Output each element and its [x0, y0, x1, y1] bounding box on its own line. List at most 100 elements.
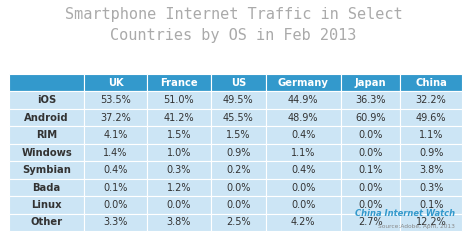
Text: Android: Android	[24, 112, 69, 123]
Bar	[9, 214, 84, 231]
Bar	[211, 214, 266, 231]
Bar	[84, 179, 147, 196]
Bar	[147, 91, 211, 109]
Text: 0.4%: 0.4%	[291, 165, 316, 175]
Text: 0.9%: 0.9%	[226, 148, 250, 157]
Bar	[84, 144, 147, 161]
Bar	[9, 74, 84, 91]
Text: 51.0%: 51.0%	[163, 95, 194, 105]
Bar	[266, 91, 340, 109]
Bar	[266, 214, 340, 231]
Text: Japan: Japan	[354, 77, 386, 88]
Bar	[84, 109, 147, 126]
Text: 1.5%: 1.5%	[167, 130, 191, 140]
Text: 41.2%: 41.2%	[163, 112, 194, 123]
Text: 0.0%: 0.0%	[103, 200, 128, 210]
Text: 48.9%: 48.9%	[288, 112, 318, 123]
Bar	[266, 109, 340, 126]
Bar	[147, 214, 211, 231]
Bar	[147, 109, 211, 126]
Bar	[84, 196, 147, 214]
Text: 45.5%: 45.5%	[223, 112, 254, 123]
Bar	[147, 126, 211, 144]
Text: France: France	[160, 77, 198, 88]
Text: 0.0%: 0.0%	[358, 183, 382, 193]
Bar	[400, 126, 462, 144]
Bar	[340, 109, 400, 126]
Bar	[340, 179, 400, 196]
Bar	[211, 161, 266, 179]
Bar	[84, 74, 147, 91]
Text: RIM: RIM	[36, 130, 57, 140]
Bar	[266, 179, 340, 196]
Text: 2.7%: 2.7%	[358, 217, 382, 228]
Text: 1.2%: 1.2%	[167, 183, 191, 193]
Text: iOS: iOS	[37, 95, 56, 105]
Text: 1.1%: 1.1%	[291, 148, 316, 157]
Text: Symbian: Symbian	[22, 165, 71, 175]
Bar	[9, 196, 84, 214]
Text: Windows: Windows	[21, 148, 72, 157]
Bar	[211, 144, 266, 161]
Bar	[147, 74, 211, 91]
Text: 37.2%: 37.2%	[100, 112, 131, 123]
Text: 60.9%: 60.9%	[355, 112, 385, 123]
Bar	[340, 196, 400, 214]
Text: 0.0%: 0.0%	[358, 148, 382, 157]
Text: 0.1%: 0.1%	[419, 200, 443, 210]
Text: 2.5%: 2.5%	[226, 217, 251, 228]
Text: 0.0%: 0.0%	[358, 130, 382, 140]
Text: Germany: Germany	[278, 77, 329, 88]
Bar	[84, 214, 147, 231]
Text: 53.5%: 53.5%	[100, 95, 131, 105]
Text: 4.1%: 4.1%	[103, 130, 128, 140]
Bar	[400, 144, 462, 161]
Bar	[211, 179, 266, 196]
Bar	[147, 144, 211, 161]
Bar	[400, 74, 462, 91]
Bar	[266, 144, 340, 161]
Text: 1.5%: 1.5%	[226, 130, 251, 140]
Text: 0.4%: 0.4%	[103, 165, 128, 175]
Text: 0.9%: 0.9%	[419, 148, 443, 157]
Text: 0.3%: 0.3%	[419, 183, 443, 193]
Text: Bada: Bada	[33, 183, 61, 193]
Bar	[211, 74, 266, 91]
Text: 0.0%: 0.0%	[226, 183, 250, 193]
Bar	[400, 109, 462, 126]
Bar	[340, 126, 400, 144]
Bar	[400, 91, 462, 109]
Bar	[211, 91, 266, 109]
Bar	[9, 126, 84, 144]
Text: 12.2%: 12.2%	[416, 217, 446, 228]
Bar	[266, 126, 340, 144]
Bar	[211, 196, 266, 214]
Text: 0.4%: 0.4%	[291, 130, 316, 140]
Text: 0.0%: 0.0%	[167, 200, 191, 210]
Bar	[340, 161, 400, 179]
Bar	[147, 161, 211, 179]
Bar	[9, 161, 84, 179]
Text: China: China	[415, 77, 447, 88]
Text: 3.3%: 3.3%	[103, 217, 128, 228]
Bar	[340, 144, 400, 161]
Bar	[84, 161, 147, 179]
Text: 0.0%: 0.0%	[226, 200, 250, 210]
Text: 1.4%: 1.4%	[103, 148, 128, 157]
Bar	[400, 179, 462, 196]
Bar	[9, 144, 84, 161]
Text: 0.3%: 0.3%	[167, 165, 191, 175]
Text: 3.8%: 3.8%	[419, 165, 443, 175]
Bar	[84, 126, 147, 144]
Text: 49.5%: 49.5%	[223, 95, 254, 105]
Bar	[266, 74, 340, 91]
Text: 32.2%: 32.2%	[416, 95, 446, 105]
Bar	[266, 196, 340, 214]
Text: 1.1%: 1.1%	[419, 130, 443, 140]
Bar	[211, 109, 266, 126]
Text: 0.0%: 0.0%	[291, 200, 316, 210]
Bar	[211, 126, 266, 144]
Bar	[147, 179, 211, 196]
Text: China Internet Watch: China Internet Watch	[355, 209, 455, 218]
Bar	[9, 91, 84, 109]
